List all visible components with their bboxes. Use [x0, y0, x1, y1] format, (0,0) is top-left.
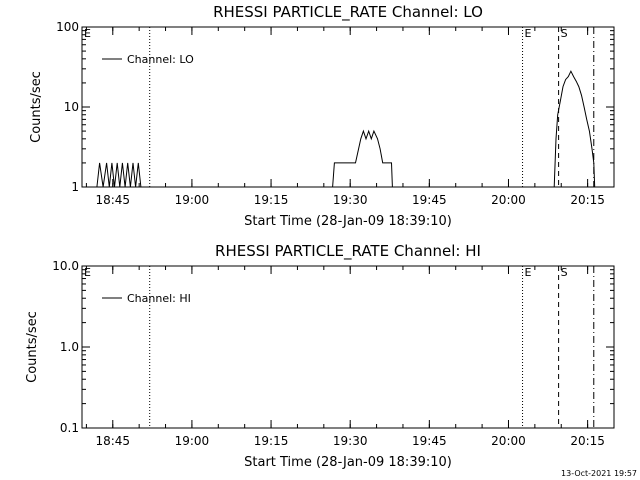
x-tick-label: 19:45	[412, 434, 447, 448]
time-marker-label: E	[84, 27, 91, 40]
x-tick-label: 20:15	[570, 193, 605, 207]
time-marker-label: S	[561, 266, 568, 279]
legend: Channel: LO	[102, 53, 194, 66]
x-axis-label: Start Time (28-Jan-09 18:39:10)	[244, 214, 452, 229]
x-tick-label: 19:00	[175, 193, 210, 207]
x-tick-label: 19:45	[412, 193, 447, 207]
y-tick-label: 10.0	[52, 259, 79, 273]
chart-title: RHESSI PARTICLE_RATE Channel: HI	[215, 242, 481, 261]
y-ticks: 0.1 1.0 10.0	[52, 259, 614, 435]
x-tick-label: 18:45	[95, 434, 130, 448]
y-tick-label: 10	[64, 100, 79, 114]
y-ticks: 1 10 100	[56, 20, 614, 194]
lo-channel-panel: RHESSI PARTICLE_RATE Channel: LO Counts/…	[29, 3, 615, 229]
x-tick-label: 20:00	[491, 193, 526, 207]
x-ticks: 18:45 19:00 19:15 19:30 19:45 20:00 20:15	[85, 27, 615, 207]
y-tick-label: 100	[56, 20, 79, 34]
y-tick-label: 1	[71, 180, 79, 194]
x-tick-label: 20:15	[570, 434, 605, 448]
legend-entry: Channel: HI	[127, 292, 191, 305]
x-tick-label: 19:30	[333, 434, 368, 448]
time-marker-label: S	[561, 27, 568, 40]
y-tick-label: 0.1	[60, 421, 79, 435]
series-group	[96, 70, 596, 188]
chart-title: RHESSI PARTICLE_RATE Channel: LO	[213, 3, 483, 22]
hi-channel-panel: RHESSI PARTICLE_RATE Channel: HI Counts/…	[25, 242, 615, 470]
plot-frame	[81, 265, 615, 429]
time-marker-label: E	[525, 27, 532, 40]
time-marker-label: E	[84, 266, 91, 279]
generation-timestamp: 13-Oct-2021 19:57	[561, 469, 637, 478]
x-tick-label: 19:30	[333, 193, 368, 207]
time-marker-label: E	[525, 266, 532, 279]
x-ticks: 18:45 19:00 19:15 19:30 19:45 20:00 20:15	[85, 266, 615, 448]
series-line	[96, 70, 596, 188]
x-tick-label: 20:00	[491, 434, 526, 448]
legend-entry: Channel: LO	[127, 53, 194, 66]
x-tick-label: 18:45	[95, 193, 130, 207]
y-tick-label: 1.0	[60, 340, 79, 354]
x-tick-label: 19:15	[254, 193, 289, 207]
x-axis-label: Start Time (28-Jan-09 18:39:10)	[244, 455, 452, 470]
y-axis-label: Counts/sec	[29, 71, 44, 143]
legend: Channel: HI	[102, 292, 191, 305]
x-tick-label: 19:15	[254, 434, 289, 448]
x-tick-label: 19:00	[175, 434, 210, 448]
y-axis-label: Counts/sec	[25, 311, 40, 383]
